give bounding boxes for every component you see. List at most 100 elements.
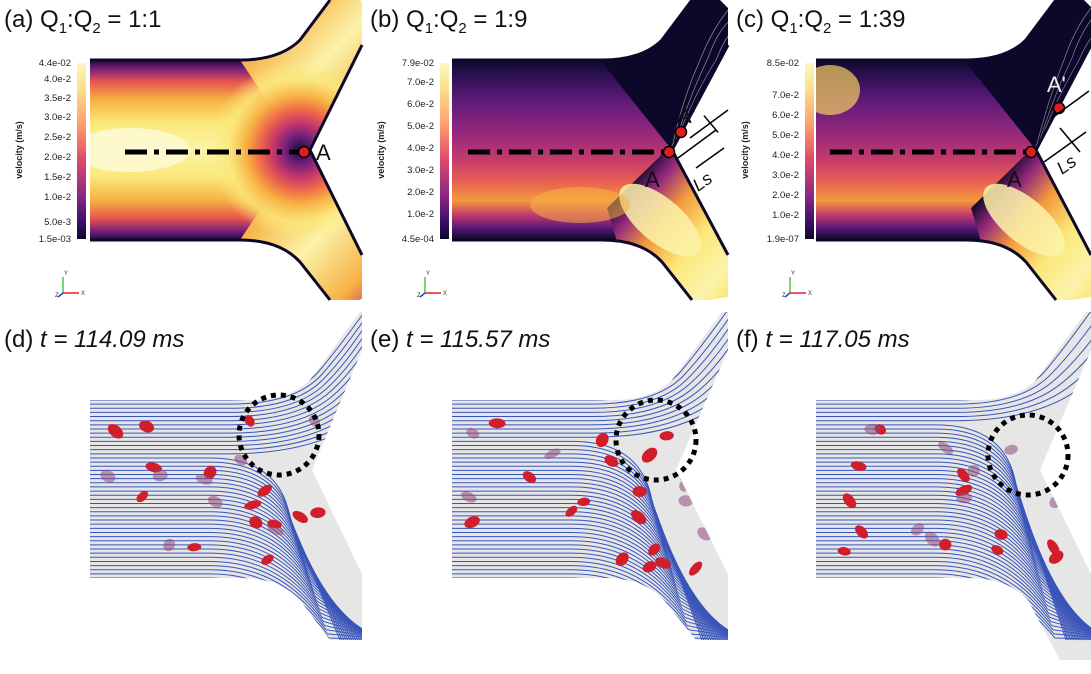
red-blood-cell <box>938 441 954 455</box>
colorbar-tick: 4.0e-2 <box>407 143 434 154</box>
axes-triad: Y X Z <box>782 271 812 299</box>
streamline <box>816 465 1083 641</box>
svg-text:Z: Z <box>417 293 421 299</box>
red-blood-cell <box>207 495 223 508</box>
streamline <box>452 556 728 640</box>
colorbar-tick: 4.0e-2 <box>44 74 71 85</box>
panel-c-ls-dimension <box>1043 90 1090 163</box>
red-blood-cell <box>244 415 255 427</box>
red-blood-cell <box>642 561 657 573</box>
streamline <box>816 560 1091 641</box>
red-blood-cell <box>461 491 477 503</box>
streamline <box>90 312 362 438</box>
streamline <box>816 469 1084 641</box>
red-blood-cell <box>257 484 272 497</box>
colorbar-tick: 5.0e-3 <box>44 217 71 228</box>
panel-c-contour <box>816 0 1091 300</box>
red-blood-cell <box>967 464 980 477</box>
colorbar-tick: 1.0e-2 <box>44 192 71 203</box>
colorbar-tick: 3.0e-2 <box>407 165 434 176</box>
red-blood-cell <box>163 538 176 552</box>
red-blood-cell <box>544 448 561 460</box>
streamline <box>90 312 362 430</box>
panel-a-point-a-label: A <box>316 140 331 165</box>
colorbar-tick: 2.5e-2 <box>44 132 71 143</box>
red-blood-cell <box>310 507 326 519</box>
red-blood-cell <box>855 525 868 539</box>
streamline <box>452 540 728 640</box>
colorbar-tick: 5.0e-2 <box>407 121 434 132</box>
red-blood-cell <box>595 432 609 448</box>
streamline <box>816 312 1091 418</box>
panel-c-colorbar-ticks: 8.5e-02 7.0e-2 6.0e-2 5.0e-2 4.0e-2 3.0e… <box>767 58 799 245</box>
panel-c-point-a-prime-label: A' <box>1047 72 1066 97</box>
streamline <box>816 490 1091 641</box>
panel-c-ls-label: Ls <box>1053 151 1080 178</box>
colorbar-tick: 4.5e-04 <box>402 234 434 245</box>
streamline <box>90 536 362 640</box>
streamline <box>90 556 362 640</box>
red-blood-cell <box>466 427 480 439</box>
red-blood-cell <box>994 529 1008 540</box>
streamline <box>816 312 1091 405</box>
red-blood-cell <box>565 505 578 517</box>
streamline <box>452 523 728 640</box>
red-blood-cell <box>336 493 351 503</box>
streamline <box>90 312 362 426</box>
streamline <box>816 314 1091 422</box>
panel-a-colorbar <box>77 63 86 239</box>
red-blood-cell <box>864 423 881 435</box>
streamline <box>90 552 362 640</box>
streamline <box>452 312 728 430</box>
streamline <box>816 556 1091 641</box>
colorbar-tick: 1.0e-2 <box>407 209 434 220</box>
panel-e-highlight-circle <box>613 397 699 483</box>
colorbar-tick: 7.0e-2 <box>407 77 434 88</box>
streamline <box>90 527 362 640</box>
red-blood-cell <box>678 495 694 507</box>
red-blood-cell <box>648 543 661 556</box>
panel-a-colorbar-title: velocity (m/s) <box>14 121 24 179</box>
panel-a-point-a <box>297 145 311 159</box>
svg-text:X: X <box>808 291 812 297</box>
svg-text:Y: Y <box>64 271 68 277</box>
colorbar-tick: 4.0e-2 <box>772 150 799 161</box>
red-blood-cell <box>842 493 857 509</box>
red-blood-cell <box>604 455 619 467</box>
streamline <box>452 531 728 640</box>
streamline <box>90 565 362 640</box>
panel-c-colorbar-title: velocity (m/s) <box>740 121 750 179</box>
red-blood-cell <box>1051 460 1064 473</box>
streamline <box>452 312 728 422</box>
red-blood-cell <box>1048 550 1064 564</box>
streamline <box>90 548 362 640</box>
streamline <box>452 312 728 413</box>
streamline <box>816 482 1089 641</box>
panel-b-ls-dimension <box>677 109 729 169</box>
red-blood-cell <box>655 557 671 569</box>
panel-b-streamlines-dark <box>671 9 729 149</box>
streamline <box>452 560 728 640</box>
colorbar-tick: 2.0e-2 <box>44 152 71 163</box>
streamline <box>816 457 1080 641</box>
streamline <box>816 478 1087 641</box>
red-blood-cell <box>244 500 262 510</box>
streamline <box>452 478 719 640</box>
panel-d-title: (d) t = 114.09 ms <box>4 326 185 353</box>
red-blood-cell <box>261 554 274 565</box>
colorbar-tick: 1.5e-2 <box>44 172 71 183</box>
panel-b-title: (b) Q1:Q2 = 1:9 <box>370 6 528 37</box>
streamline <box>452 312 728 405</box>
streamline <box>452 312 728 409</box>
colorbar-tick: 6.0e-2 <box>407 99 434 110</box>
panel-b-point-a-prime <box>674 125 688 139</box>
red-blood-cell <box>187 543 202 552</box>
panel-b-colorbar <box>440 63 449 239</box>
svg-text:X: X <box>81 291 85 297</box>
red-blood-cell <box>107 424 124 439</box>
red-blood-cell <box>344 424 362 436</box>
red-blood-cell <box>136 491 149 503</box>
panel-e-title: (e) t = 115.57 ms <box>370 326 551 353</box>
streamline <box>452 469 715 640</box>
